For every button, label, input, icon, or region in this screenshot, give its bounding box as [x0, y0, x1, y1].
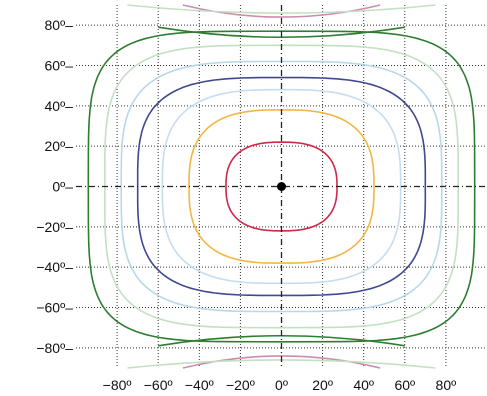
tick-labels: 80º– 60º– 40º– 20º– 0º– −20º– −40º– −60º– −80º– −… — [36, 17, 456, 393]
y-tick-label: 20º– — [45, 138, 74, 154]
y-tick-label: 40º– — [45, 98, 74, 114]
x-tick-label: 80º — [436, 377, 457, 393]
contour-arc — [182, 4, 381, 18]
contour-line — [225, 141, 338, 232]
center-point — [277, 182, 286, 191]
contour-line — [120, 60, 443, 313]
y-tick-label: −40º– — [36, 259, 73, 275]
y-tick-label: −20º– — [36, 219, 73, 235]
x-tick-label: −80º — [103, 377, 132, 393]
x-tick-label: 0º — [275, 377, 288, 393]
x-tick-label: 20º — [312, 377, 333, 393]
y-tick-label: 60º– — [45, 58, 74, 74]
y-tick-label: −60º– — [36, 300, 73, 316]
center-axes — [76, 5, 487, 368]
x-tick-label: 40º — [353, 377, 374, 393]
y-tick-label: 80º– — [45, 17, 74, 33]
x-tick-label: −20º — [226, 377, 255, 393]
contour-line — [161, 88, 402, 285]
x-tick-label: −60º — [144, 377, 173, 393]
x-tick-label: 60º — [394, 377, 415, 393]
x-tick-label: −40º — [185, 377, 214, 393]
contour-arc — [127, 4, 436, 14]
y-tick-label: −80º– — [36, 340, 73, 356]
contour-arc — [182, 355, 381, 369]
contour-arc — [158, 26, 405, 39]
contour-line — [87, 30, 476, 343]
y-tick-label: 0º– — [52, 179, 73, 195]
